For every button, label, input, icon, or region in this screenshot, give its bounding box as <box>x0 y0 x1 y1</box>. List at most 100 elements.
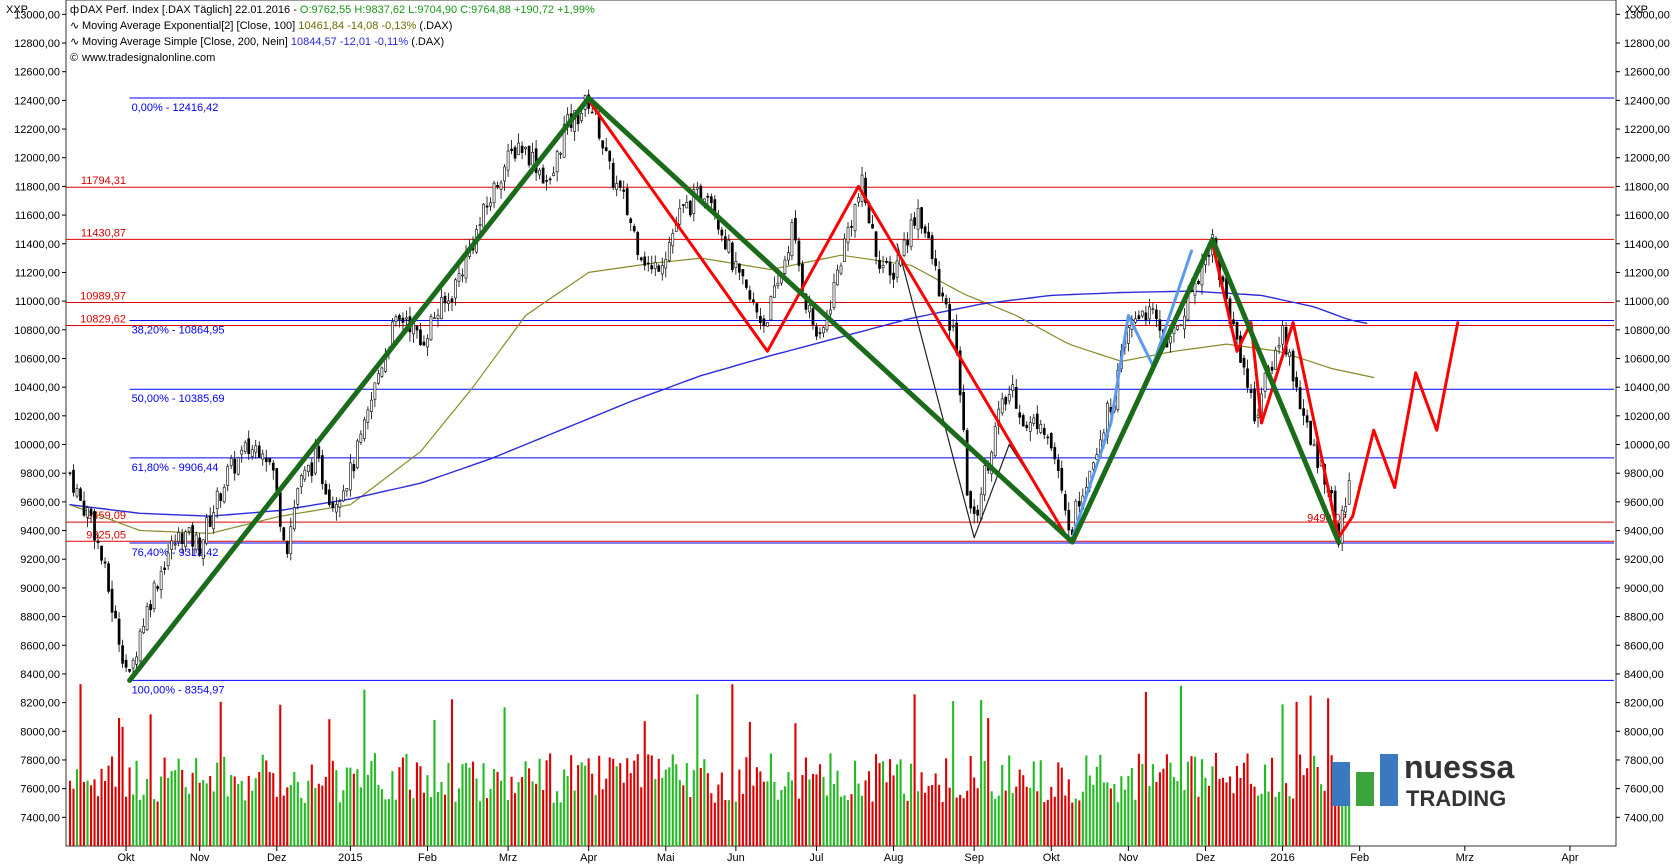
volume-bar <box>321 785 324 846</box>
candle-body <box>979 493 983 520</box>
x-tick-label: Jun <box>727 852 745 864</box>
sma-200-line <box>69 290 1368 517</box>
candle-body <box>688 200 692 216</box>
volume-bar <box>114 786 117 846</box>
volume-bar <box>1306 768 1309 846</box>
candle-body <box>271 462 275 471</box>
candle-body <box>1232 319 1235 325</box>
candle-body <box>1169 336 1172 344</box>
volume-bar <box>1348 788 1351 846</box>
candle-body <box>632 226 636 232</box>
candle-body <box>776 282 780 287</box>
candle-body <box>748 290 752 300</box>
candle-body <box>377 373 380 384</box>
candle-body <box>208 515 212 527</box>
volume-bar <box>503 707 506 846</box>
candle-body <box>958 350 962 396</box>
y-tick-label-right: 10600,00 <box>1624 353 1670 365</box>
volume-bar <box>766 781 769 846</box>
candle-body <box>548 178 552 181</box>
candle-body <box>527 146 531 166</box>
volume-bar <box>380 789 383 846</box>
candle-body <box>741 268 745 277</box>
volume-bar <box>769 753 772 846</box>
x-tick-label: 2015 <box>338 852 362 864</box>
volume-bar <box>184 787 187 846</box>
volume-bar <box>682 785 685 846</box>
candle-body <box>433 317 436 320</box>
candle-body <box>510 148 513 152</box>
volume-bar <box>188 793 191 846</box>
volume-bar <box>969 756 972 846</box>
legend-line-4: www.tradesignalonline.com <box>81 52 215 64</box>
volume-bar <box>384 799 387 846</box>
candle-body <box>159 571 163 590</box>
candle-body <box>878 260 881 269</box>
candle-body <box>934 258 937 267</box>
volume-bar <box>440 781 443 846</box>
volume-bar <box>1158 772 1161 846</box>
volume-bar <box>191 772 194 846</box>
candle-body <box>380 367 384 377</box>
candle-body <box>503 166 506 182</box>
y-tick-label-left: 9000,00 <box>20 583 60 595</box>
volume-bar <box>1341 780 1344 846</box>
volume-bar <box>864 780 867 846</box>
candle-body <box>222 486 226 503</box>
volume-bar <box>657 758 660 846</box>
candle-body <box>482 203 485 228</box>
candle-body <box>250 449 254 458</box>
y-tick-label-left: 11200,00 <box>15 267 60 279</box>
candle-body <box>103 561 107 564</box>
y-tick-label-left: 8800,00 <box>20 612 60 624</box>
volume-bar <box>1207 785 1211 846</box>
volume-bar <box>889 759 892 846</box>
candle-body <box>625 188 629 215</box>
y-tick-label-right: 12800,00 <box>1624 38 1670 50</box>
volume-bar <box>219 701 222 846</box>
volume-bar <box>924 792 927 846</box>
candle-body <box>180 533 184 544</box>
candle-body <box>650 265 654 270</box>
candle-body <box>552 172 555 176</box>
candle-body <box>370 399 373 412</box>
volume-bar <box>261 754 264 846</box>
volume-bar <box>612 758 615 846</box>
candle-body <box>874 231 878 257</box>
x-tick-label: Dez <box>267 852 287 864</box>
candle-body <box>363 419 366 439</box>
volume-bar <box>398 767 401 846</box>
volume-bar <box>475 778 478 846</box>
candle-body <box>299 475 303 488</box>
volume-bar <box>216 762 219 846</box>
volume-bar <box>811 773 815 846</box>
volume-bar <box>1060 767 1063 846</box>
volume-bar <box>783 786 786 846</box>
candle-body <box>121 645 124 664</box>
volume-bar <box>485 798 489 846</box>
volume-bar <box>755 767 758 846</box>
candle-body <box>520 145 524 154</box>
volume-bar <box>1260 793 1263 846</box>
candle-body <box>219 493 223 501</box>
candle-body <box>149 604 152 611</box>
volume-bar <box>745 757 748 846</box>
logo-text-nuessa: nuessa <box>1404 749 1514 785</box>
candle-body <box>618 180 622 188</box>
volume-bar <box>202 780 205 846</box>
volume-bar <box>174 770 177 846</box>
volume-bar <box>1320 784 1323 846</box>
candle-body <box>429 316 433 341</box>
resistance-level-label: 10829,62 <box>80 314 126 326</box>
volume-bar <box>675 764 678 846</box>
candle-body <box>338 501 342 508</box>
candle-body <box>485 205 489 208</box>
candle-body <box>194 534 198 550</box>
candle-body <box>1302 408 1305 416</box>
candle-body <box>678 207 682 225</box>
volume-bar <box>153 799 156 846</box>
y-tick-label-right: 11200,00 <box>1624 267 1669 279</box>
volume-bar <box>524 761 527 846</box>
candle-body <box>156 586 159 589</box>
y-tick-label-right: 8000,00 <box>1624 726 1664 738</box>
